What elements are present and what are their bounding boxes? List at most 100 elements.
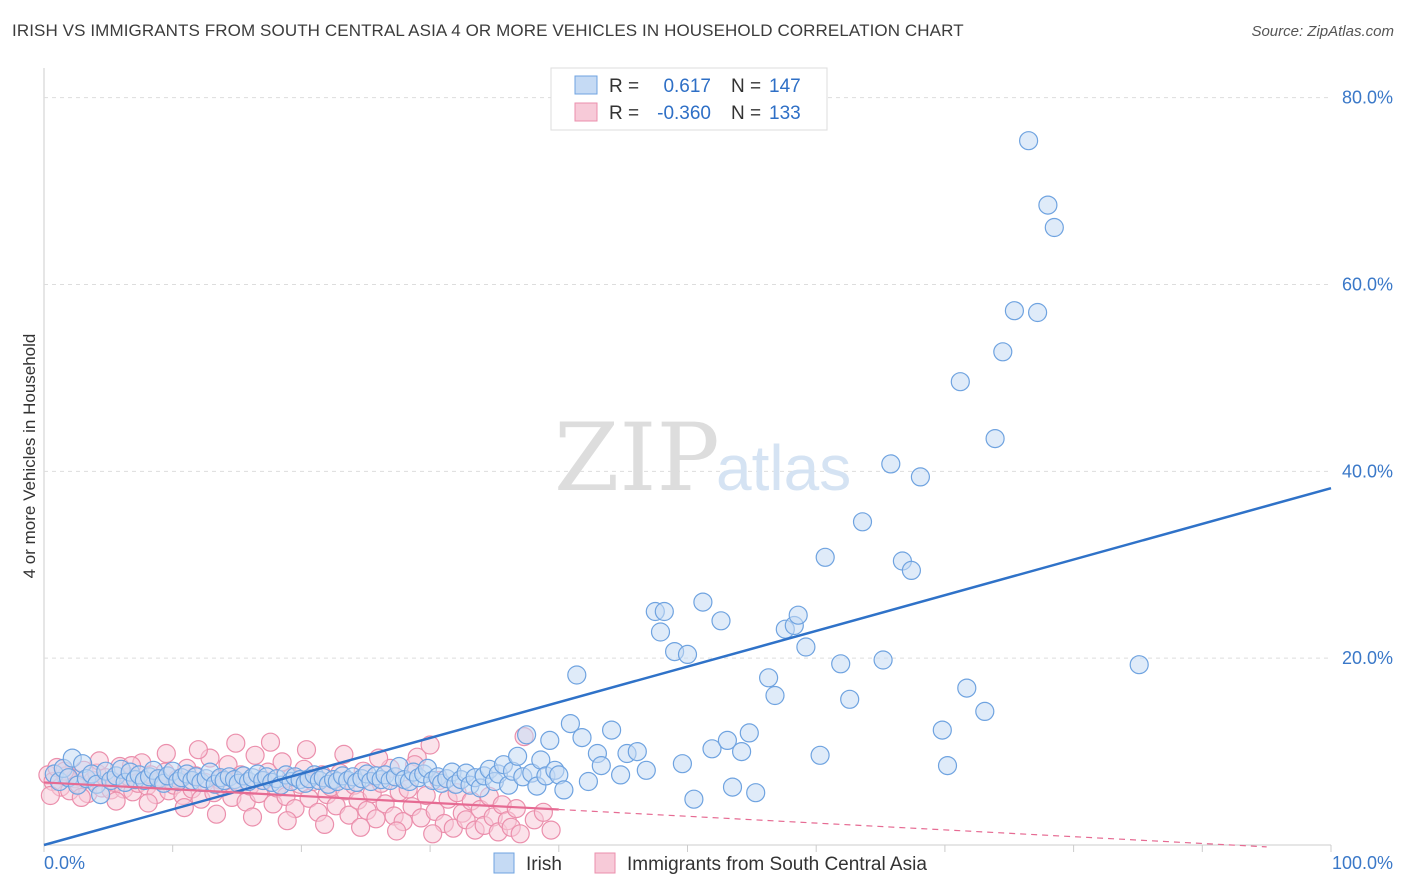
immigrants-point [351, 817, 371, 837]
immigrants-point [260, 732, 281, 752]
immigrants-point [40, 785, 61, 806]
watermark-zip: ZIP [554, 404, 720, 513]
immigrants-point [296, 740, 317, 760]
irish-point [572, 727, 592, 748]
y-tick-label: 20.0% [1342, 648, 1393, 668]
immigrants-point [226, 733, 246, 753]
immigrants-trend-line [43, 781, 559, 811]
immigrants-swatch [574, 102, 598, 122]
irish-point [560, 713, 581, 734]
irish-point [796, 637, 816, 657]
irish-r-label: R = [609, 76, 639, 97]
irish-point [831, 654, 851, 674]
irish-point [567, 665, 587, 685]
irish-n-label: N = [731, 76, 761, 97]
irish-point [788, 605, 808, 625]
irish-point [717, 730, 738, 751]
immigrants-point [339, 805, 359, 825]
y-tick-label: 80.0% [1342, 88, 1393, 108]
irish-point [731, 741, 752, 762]
irish-r-value: 0.617 [663, 76, 711, 97]
irish-point [672, 754, 693, 774]
immigrants-point [387, 821, 407, 841]
irish-point [810, 745, 830, 765]
x-tick-label-max: 100.0% [1332, 853, 1393, 873]
irish-point [815, 547, 835, 567]
irish-point [1044, 217, 1064, 238]
irish-points [44, 131, 1149, 809]
immigrants-point [206, 804, 227, 824]
bottom-legend: Irish Immigrants from South Central Asia [493, 852, 927, 875]
stats-legend: R = 0.617 N = 147 R = -0.360 N = 133 [550, 67, 828, 131]
irish-point [554, 780, 574, 800]
irish-point [516, 725, 537, 745]
immigrants-r-label: R = [609, 103, 639, 124]
immigrants-point [242, 807, 263, 827]
immigrants-point [533, 802, 554, 822]
irish-point [993, 342, 1013, 362]
source-label: Source: ZipAtlas.com [1251, 23, 1394, 40]
irish-point [881, 454, 901, 474]
irish-point [702, 739, 722, 759]
irish-point [601, 720, 622, 740]
immigrants-point [277, 811, 297, 831]
irish-point [739, 723, 759, 743]
immigrants-n-label: N = [731, 103, 761, 124]
irish-point [985, 429, 1005, 449]
irish-trend-line [43, 486, 1332, 847]
irish-point [1129, 655, 1149, 675]
irish-point [1004, 301, 1025, 321]
irish-point [636, 760, 656, 780]
trend-lines [43, 486, 1332, 848]
bottom-legend-immigrants-label: Immigrants from South Central Asia [627, 854, 927, 875]
irish-n-value: 147 [769, 76, 801, 97]
irish-swatch [574, 75, 598, 95]
irish-point [591, 755, 611, 776]
x-axis-ticks [43, 845, 1332, 852]
watermark-atlas: atlas [716, 432, 851, 504]
irish-point [758, 668, 779, 688]
immigrants-point [188, 740, 208, 760]
irish-point [975, 701, 995, 722]
immigrants-point [420, 735, 440, 755]
irish-point [610, 765, 631, 785]
immigrants-point [138, 793, 158, 813]
irish-point [932, 720, 952, 740]
x-tick-label-min: 0.0% [44, 853, 85, 873]
irish-point [1018, 131, 1039, 151]
immigrants-point [510, 824, 530, 844]
irish-point [1038, 195, 1058, 215]
irish-point [950, 372, 970, 392]
immigrants-trend-extension [558, 808, 1267, 848]
immigrants-point [334, 744, 354, 765]
bottom-legend-immigrants-swatch [594, 852, 616, 874]
irish-point [693, 592, 713, 612]
immigrants-r-value: -0.360 [657, 103, 711, 124]
immigrants-point [245, 745, 265, 765]
irish-point [852, 512, 873, 532]
immigrants-point [315, 814, 335, 835]
irish-point [650, 622, 671, 642]
irish-point [684, 789, 704, 809]
irish-point [507, 746, 528, 766]
irish-point [957, 678, 977, 698]
irish-point [627, 741, 647, 762]
irish-point [840, 689, 860, 709]
immigrants-point [541, 820, 561, 840]
irish-point [901, 560, 922, 581]
irish-point [937, 755, 958, 776]
bottom-legend-irish-label: Irish [526, 854, 562, 875]
irish-point [578, 771, 599, 792]
irish-point [1027, 302, 1048, 323]
y-axis-title: 4 or more Vehicles in Household [20, 334, 39, 579]
irish-point [654, 601, 674, 622]
irish-point [677, 644, 698, 665]
y-axis-tick-labels: 80.0% 60.0% 40.0% 20.0% [1342, 88, 1393, 668]
immigrants-point [423, 824, 443, 844]
y-tick-label: 40.0% [1342, 461, 1393, 481]
irish-point [746, 783, 766, 803]
irish-point [910, 467, 931, 487]
bottom-legend-irish-swatch [493, 852, 515, 874]
irish-point [765, 685, 785, 706]
